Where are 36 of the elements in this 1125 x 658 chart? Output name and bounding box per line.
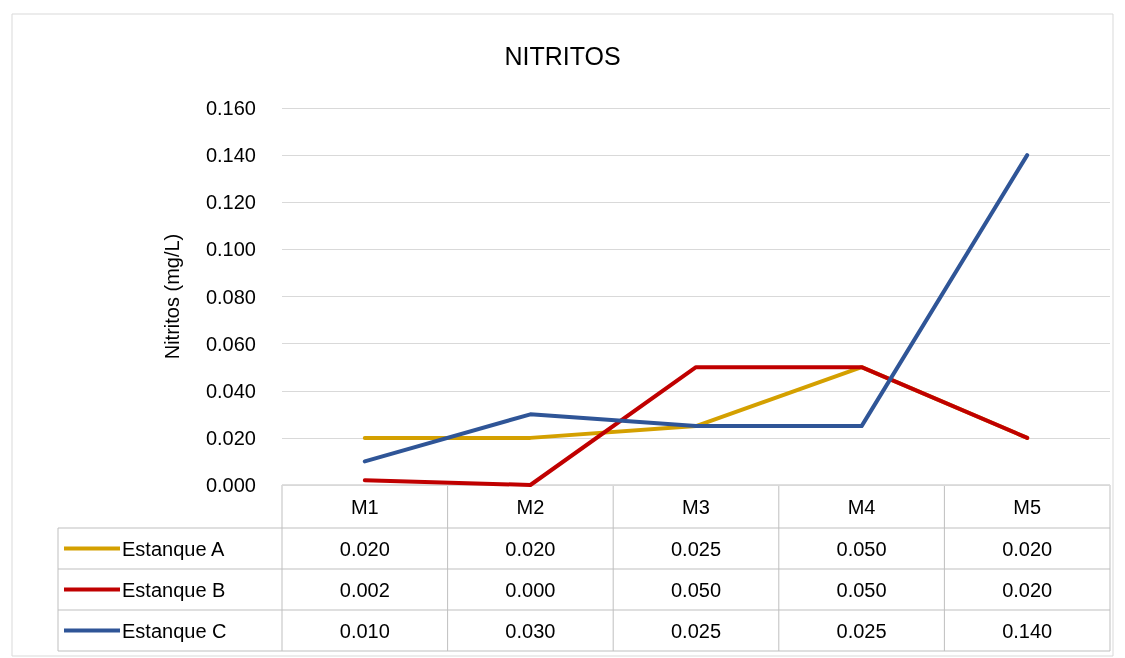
y-tick-label: 0.100	[205, 238, 256, 261]
data-label: 0.030	[505, 619, 556, 642]
y-tick-label: 0.060	[205, 332, 256, 355]
x-tick-label: M2	[516, 496, 545, 518]
legend-label: Estanque A	[122, 537, 225, 560]
y-tick-label: 0.160	[205, 97, 256, 119]
data-label: 0.050	[836, 578, 887, 601]
y-tick-label: 0.080	[205, 285, 256, 308]
legend-label: Estanque B	[122, 578, 226, 601]
data-label: 0.020	[1002, 578, 1053, 601]
y-tick-label: 0.040	[205, 379, 256, 402]
y-tick-label: 0.120	[205, 191, 256, 214]
data-label: 0.140	[1002, 619, 1053, 642]
y-tick-label: 0.020	[205, 426, 256, 449]
legend-label: Estanque C	[122, 619, 227, 642]
x-tick-label: M3	[682, 496, 710, 518]
y-tick-label: 0.000	[205, 474, 256, 496]
y-axis-title: Nitritos (mg/L)	[161, 233, 183, 360]
line-series	[362, 365, 1030, 487]
data-label: 0.020	[339, 537, 390, 560]
y-tick-label: 0.140	[205, 144, 256, 167]
chart-title: NITRITOS	[504, 41, 621, 70]
data-label: 0.050	[836, 537, 887, 560]
data-label: 0.010	[339, 619, 390, 642]
x-tick-label: M4	[847, 496, 876, 518]
data-label: 0.020	[1002, 537, 1053, 560]
x-tick-label: M1	[350, 496, 379, 518]
data-label: 0.025	[836, 619, 887, 642]
data-label: 0.025	[670, 537, 722, 560]
data-label: 0.020	[505, 537, 556, 560]
data-label: 0.025	[670, 619, 722, 642]
line-series	[362, 153, 1030, 464]
data-label: 0.000	[505, 578, 556, 601]
x-tick-label: M5	[1013, 496, 1042, 518]
data-label: 0.002	[339, 578, 390, 601]
data-label: 0.050	[670, 578, 722, 601]
